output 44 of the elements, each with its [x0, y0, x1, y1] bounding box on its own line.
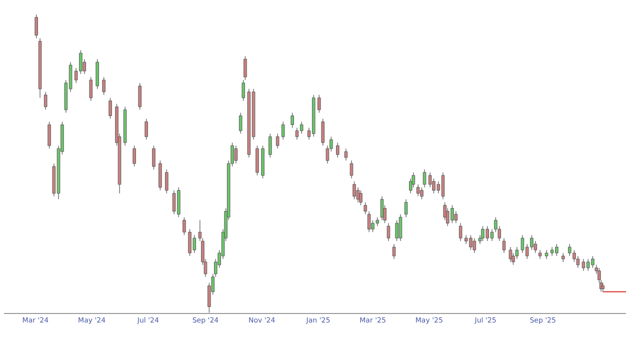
- candlestick: [152, 145, 156, 170]
- candlestick: [234, 145, 238, 164]
- candlestick: [508, 246, 512, 262]
- candlestick: [108, 98, 112, 120]
- candlestick: [392, 244, 396, 260]
- candlestick: [268, 133, 272, 158]
- candlestick: [454, 210, 458, 224]
- candlestick: [395, 220, 398, 242]
- candlestick: [416, 184, 420, 197]
- candlestick: [422, 169, 426, 188]
- candlestick: [290, 112, 294, 128]
- candlestick: [300, 121, 304, 134]
- candlestick: [352, 181, 356, 200]
- candlestick: [321, 118, 324, 146]
- candlestick: [359, 190, 362, 206]
- candlestick: [34, 14, 38, 39]
- candlestick: [386, 222, 390, 242]
- candlestick: [144, 118, 148, 140]
- candlestick: [344, 148, 348, 161]
- candlestick: [458, 222, 462, 242]
- candlestick: [318, 94, 321, 114]
- candlestick: [404, 198, 408, 218]
- candlestick: [132, 145, 136, 167]
- candlestick: [165, 169, 168, 194]
- candlestick: [44, 92, 48, 110]
- candlestick: [420, 187, 424, 200]
- candlestick: [350, 160, 354, 179]
- candlestick: [242, 80, 246, 102]
- candlestick: [102, 76, 106, 96]
- candlestick: [238, 112, 242, 134]
- candlestick: [89, 76, 93, 102]
- candlestick: [244, 56, 247, 80]
- candlestick: [96, 58, 99, 90]
- candlestick: [256, 145, 259, 176]
- candlestick: [276, 133, 280, 149]
- candlestick: [502, 238, 506, 254]
- candlestick: [398, 214, 402, 242]
- candlestick: [472, 238, 476, 254]
- candlestick: [48, 121, 51, 149]
- candlestick: [138, 82, 142, 110]
- candlestick: [336, 142, 340, 158]
- candlestick: [281, 121, 285, 140]
- candlestick: [158, 160, 162, 191]
- candlestick: [182, 216, 186, 236]
